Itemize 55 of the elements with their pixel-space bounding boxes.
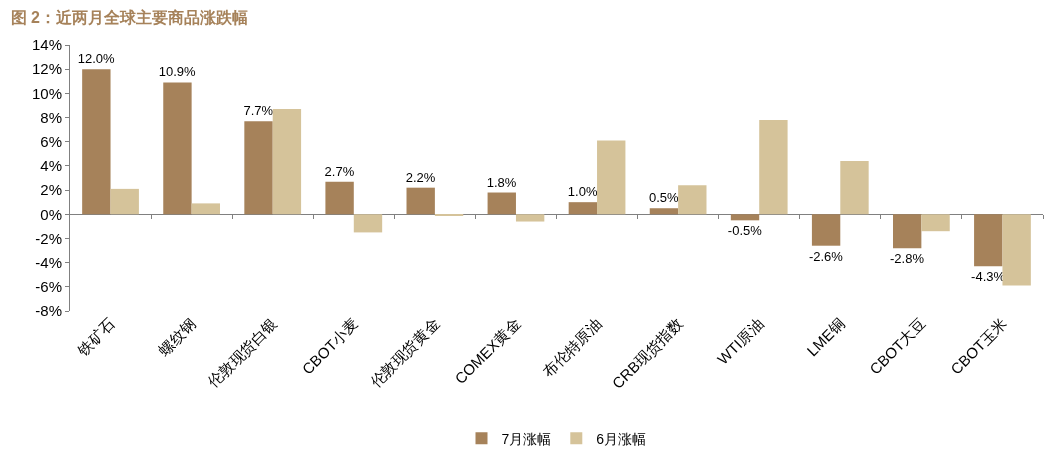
bar	[325, 181, 354, 215]
data-label: 12.0%	[77, 51, 115, 67]
data-label: -0.5%	[727, 223, 763, 239]
bar	[353, 214, 383, 233]
y-tick-label: 10%	[31, 84, 62, 102]
bar	[921, 214, 950, 232]
data-label: 0.5%	[648, 190, 679, 206]
x-tick-label: 螺纹钢	[155, 314, 200, 359]
bar	[163, 82, 192, 215]
bar	[811, 214, 841, 246]
data-label: -2.6%	[808, 248, 844, 264]
data-label: 1.0%	[567, 184, 598, 200]
data-label: 2.2%	[405, 169, 436, 185]
bar	[974, 214, 1003, 267]
bar	[840, 161, 869, 215]
legend-label: 6月涨幅	[596, 430, 647, 447]
y-tick-label: -8%	[35, 302, 62, 320]
data-label: 10.9%	[158, 64, 197, 80]
bar	[568, 202, 598, 215]
bar	[1002, 214, 1031, 286]
chart-title: 图 2：近两月全球主要商品涨跌幅	[10, 7, 248, 26]
legend-label: 7月涨幅	[501, 430, 552, 447]
bar	[244, 121, 273, 215]
y-tick-label: 4%	[40, 157, 62, 175]
y-tick-label: -6%	[35, 278, 62, 296]
y-tick-label: 6%	[40, 132, 62, 150]
x-tick-label: 伦敦现货白银	[204, 314, 281, 391]
data-label: 2.7%	[324, 163, 355, 179]
bar	[597, 140, 626, 215]
x-tick-label: 伦敦现货黄金	[366, 314, 443, 391]
y-tick-label: -4%	[35, 253, 62, 271]
bar	[406, 187, 435, 215]
bar	[110, 188, 139, 215]
x-tick-label: 铁矿石	[73, 314, 118, 360]
bar	[730, 214, 760, 221]
x-tick-label: WTI原油	[713, 314, 767, 368]
data-label: 7.7%	[243, 103, 274, 119]
bar	[487, 192, 516, 215]
y-tick-label: 14%	[31, 36, 62, 54]
data-label: 1.8%	[486, 174, 517, 190]
y-tick-label: 0%	[40, 205, 62, 223]
x-tick-label: 布伦特原油	[539, 314, 605, 380]
bar	[893, 214, 922, 249]
bar	[515, 214, 545, 222]
bar	[82, 69, 111, 215]
y-tick-label: 8%	[40, 108, 62, 126]
data-label: -2.8%	[889, 251, 925, 267]
bar	[272, 109, 302, 215]
bar	[649, 208, 679, 215]
bar	[759, 119, 788, 215]
bar	[678, 185, 707, 215]
y-tick-label: 2%	[40, 181, 62, 199]
y-tick-label: 12%	[31, 60, 62, 78]
bar	[191, 203, 220, 215]
y-tick-label: -2%	[35, 229, 62, 247]
